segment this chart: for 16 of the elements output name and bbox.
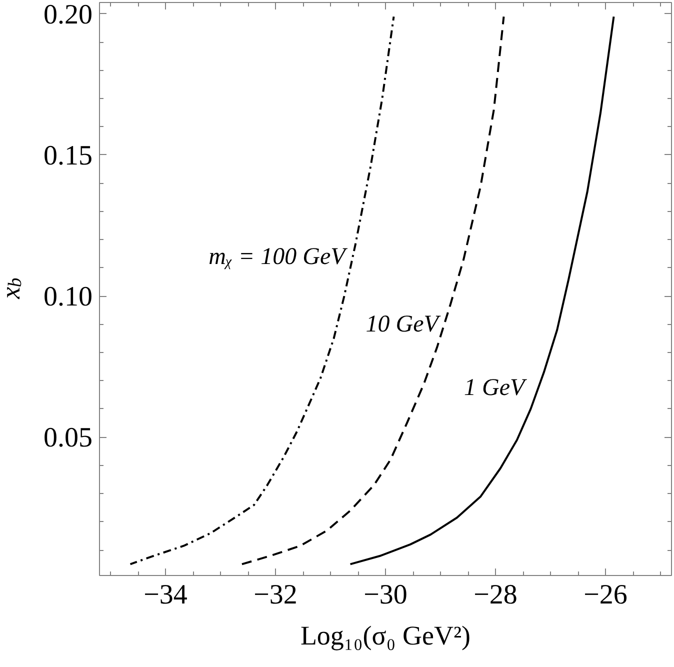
series-label: 10 GeV: [366, 312, 441, 338]
x-tick-label: −32: [254, 580, 298, 610]
x-tick-label: −30: [364, 580, 408, 610]
line-series: [129, 16, 395, 566]
y-axis-title: xb: [0, 278, 26, 300]
y-tick-label: 0.05: [44, 422, 92, 454]
x-tick-label: −28: [474, 580, 518, 610]
y-tick-label: 0.15: [44, 140, 92, 172]
series-label: mᵪ = 100 GeV: [208, 244, 348, 270]
y-tick-label: 0.10: [44, 282, 92, 313]
y-tick-label: 0.20: [44, 0, 92, 30]
x-tick-label: −34: [144, 580, 188, 610]
series-label: 1 GeV: [464, 374, 528, 401]
x-tick-label: −26: [584, 580, 628, 610]
x-axis-title: Log₁₀(σ₀ GeV²): [300, 620, 471, 650]
line-series: [349, 16, 615, 566]
